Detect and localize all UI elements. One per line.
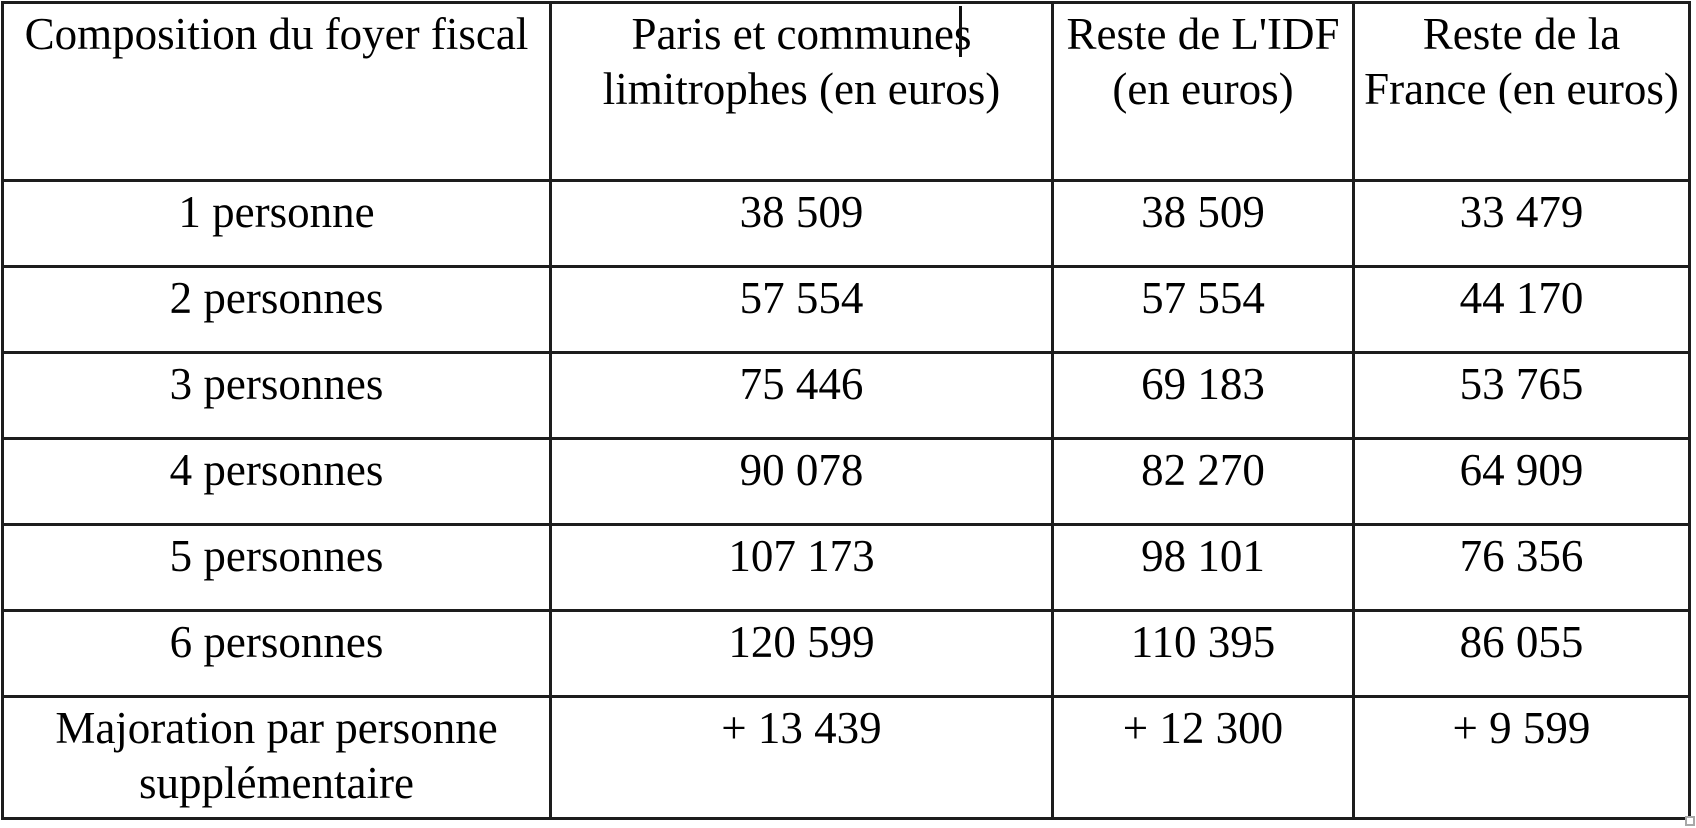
cell-paris-value[interactable]: 38 509 [549,179,1054,268]
cell-paris-value[interactable]: 57 554 [549,265,1054,354]
cell-france-value[interactable]: + 9 599 [1352,695,1691,820]
cell-idf-value[interactable]: + 12 300 [1051,695,1355,820]
cell-france-value[interactable]: 33 479 [1352,179,1691,268]
table-row: 5 personnes 107 173 98 101 76 356 [1,523,1691,612]
header-cell-idf[interactable]: Reste de L'IDF (en euros) [1051,1,1355,182]
cell-idf-value[interactable]: 69 183 [1051,351,1355,440]
cell-household[interactable]: 1 personne [1,179,552,268]
cell-france-value[interactable]: 64 909 [1352,437,1691,526]
table-row: 1 personne 38 509 38 509 33 479 [1,179,1691,268]
header-cell-france[interactable]: Reste de la France (en euros) [1352,1,1691,182]
table-row-majoration: Majoration par personne supplémentaire +… [1,695,1691,820]
cell-paris-value[interactable]: + 13 439 [549,695,1054,820]
cell-idf-value[interactable]: 98 101 [1051,523,1355,612]
cell-idf-value[interactable]: 110 395 [1051,609,1355,698]
table-row: 2 personnes 57 554 57 554 44 170 [1,265,1691,354]
cell-household[interactable]: 5 personnes [1,523,552,612]
header-cell-paris[interactable]: Paris et communes limitrophes (en euros) [549,1,1054,182]
cell-france-value[interactable]: 86 055 [1352,609,1691,698]
cell-household[interactable]: 4 personnes [1,437,552,526]
cell-idf-value[interactable]: 82 270 [1051,437,1355,526]
cell-france-value[interactable]: 53 765 [1352,351,1691,440]
header-cell-composition[interactable]: Composition du foyer fiscal [1,1,552,182]
cell-paris-value[interactable]: 75 446 [549,351,1054,440]
table-header-row: Composition du foyer fiscal Paris et com… [1,1,1691,182]
table-resize-handle[interactable] [1685,816,1695,826]
cell-france-value[interactable]: 44 170 [1352,265,1691,354]
cell-household[interactable]: 2 personnes [1,265,552,354]
cell-paris-value[interactable]: 90 078 [549,437,1054,526]
cell-household[interactable]: 6 personnes [1,609,552,698]
table-row: 6 personnes 120 599 110 395 86 055 [1,609,1691,698]
cell-idf-value[interactable]: 38 509 [1051,179,1355,268]
cell-paris-value[interactable]: 120 599 [549,609,1054,698]
cell-france-value[interactable]: 76 356 [1352,523,1691,612]
text-caret [959,6,962,57]
table-row: 3 personnes 75 446 69 183 53 765 [1,351,1691,440]
cell-idf-value[interactable]: 57 554 [1051,265,1355,354]
cell-paris-value[interactable]: 107 173 [549,523,1054,612]
table-row: 4 personnes 90 078 82 270 64 909 [1,437,1691,526]
cell-household[interactable]: Majoration par personne supplémentaire [1,695,552,820]
cell-household[interactable]: 3 personnes [1,351,552,440]
